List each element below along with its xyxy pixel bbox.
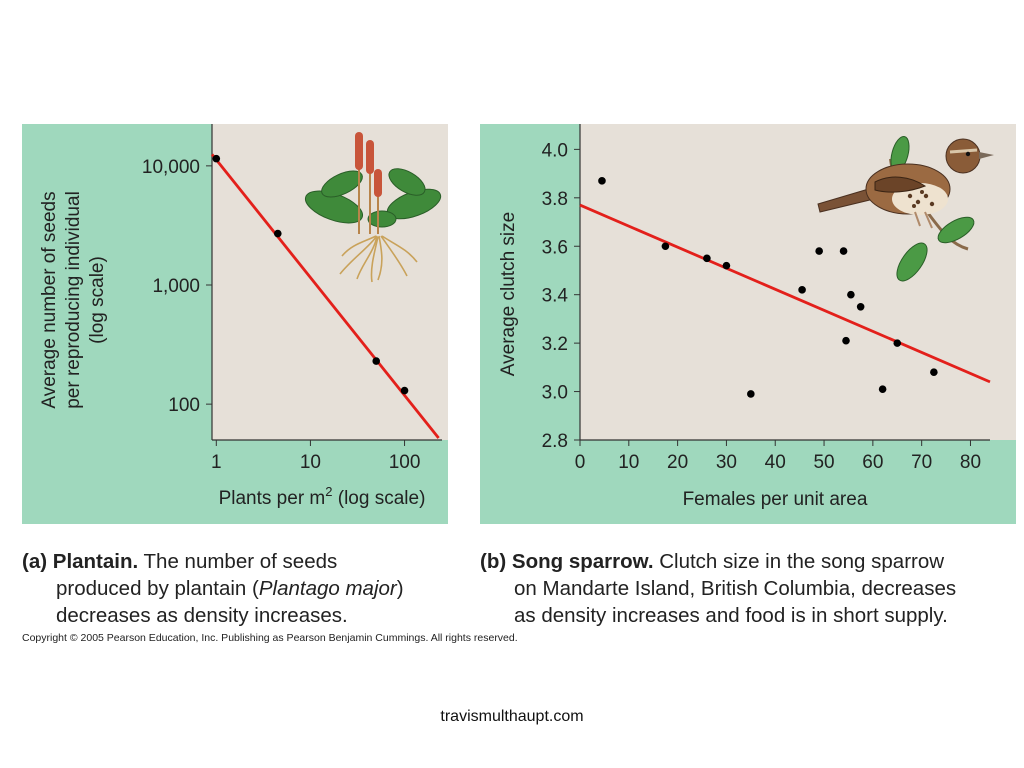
- data-point: [893, 339, 902, 347]
- caption-text: ): [396, 577, 404, 600]
- x-axis-label: Plants per m2 (log scale): [219, 484, 426, 509]
- x-axis-label: Females per unit area: [683, 489, 868, 510]
- x-tick-label: 60: [862, 452, 883, 473]
- x-tick-label: 0: [575, 452, 586, 473]
- y-axis-label: (log scale): [87, 256, 108, 344]
- data-point: [842, 336, 850, 345]
- caption-species: Plantago major: [258, 577, 397, 600]
- y-tick-label: 10,000: [142, 157, 200, 178]
- data-point: [372, 357, 381, 365]
- y-tick-label: 3.0: [542, 383, 568, 404]
- caption-text: The number of seeds: [138, 550, 338, 573]
- data-point: [722, 261, 731, 270]
- data-point: [400, 386, 409, 395]
- data-point: [930, 368, 938, 376]
- website-credit: travismulthaupt.com: [440, 708, 584, 725]
- plantain-chart: 1 10 100 100 1,000 10,000 Plants per m2 (log s…: [39, 124, 448, 509]
- plot-area: [212, 124, 448, 440]
- plantain-panel: 1 10 100 100 1,000 10,000 Plants per m2 (log s…: [22, 124, 448, 524]
- data-point: [839, 247, 848, 255]
- x-tick-label: 50: [813, 452, 834, 473]
- x-tick-label: 20: [667, 452, 688, 473]
- y-tick-label: 4.0: [542, 140, 568, 161]
- caption-text: decreases as density increases.: [56, 604, 348, 627]
- y-axis-label: per reproducing individual: [63, 191, 84, 409]
- y-tick-label: 100: [168, 395, 200, 416]
- y-axis-label: Average number of seeds: [39, 191, 60, 408]
- x-tick-label: 80: [960, 452, 981, 473]
- data-point: [798, 286, 806, 294]
- y-tick-label: 2.8: [542, 431, 568, 452]
- x-tick-label: 30: [716, 452, 737, 473]
- y-axis-label: Average clutch size: [498, 212, 519, 376]
- x-tick-label: 1: [211, 452, 222, 473]
- x-tick-label: 10: [300, 452, 321, 473]
- x-tick-label: 70: [911, 452, 932, 473]
- data-point: [273, 229, 282, 238]
- song-sparrow-panel: 0 10 20 30 40 50 60 70 80 2.8 3.0 3.2 3.4 3.6 3.8 4.0 Fe…: [480, 124, 1016, 524]
- trend-line: [579, 203, 991, 384]
- caption-tag: (a): [22, 550, 48, 573]
- y-tick-label: 3.8: [542, 189, 568, 210]
- x-tick-label: 100: [389, 452, 421, 473]
- caption-text: produced by plantain (: [56, 577, 259, 600]
- caption-text: on Mandarte Island, British Columbia, de…: [514, 577, 957, 600]
- song-sparrow-illustration: [817, 135, 994, 282]
- caption-title: Plantain.: [52, 550, 139, 573]
- data-point: [815, 247, 823, 255]
- data-point: [878, 385, 887, 393]
- caption-text: Clutch size in the song sparrow: [653, 550, 945, 573]
- x-tick-label: 40: [765, 452, 786, 473]
- data-point: [747, 390, 755, 398]
- data-point: [598, 177, 606, 185]
- y-tick-label: 3.4: [542, 286, 569, 307]
- data-point: [661, 242, 670, 251]
- data-point: [847, 290, 855, 299]
- plantain-illustration: [304, 132, 442, 283]
- caption-tag: (b): [480, 550, 507, 573]
- data-point: [212, 154, 221, 163]
- song-sparrow-chart: 0 10 20 30 40 50 60 70 80 2.8 3.0 3.2 3.4 3.6 3.8 4.0 Fe…: [498, 124, 1016, 510]
- copyright-notice: Copyright © 2005 Pearson Education, Inc.…: [22, 632, 518, 644]
- y-tick-label: 3.2: [542, 334, 568, 355]
- data-point: [703, 254, 711, 263]
- caption-title: Song sparrow.: [511, 550, 654, 573]
- plot-area: [580, 124, 1016, 440]
- plantain-caption: (a) Plantain. The number of seeds produc…: [22, 548, 462, 629]
- data-point: [856, 302, 865, 311]
- song-sparrow-caption: (b) Song sparrow. Clutch size in the son…: [480, 548, 1020, 629]
- x-tick-label: 10: [618, 452, 639, 473]
- y-tick-label: 1,000: [152, 276, 200, 297]
- y-tick-label: 3.6: [542, 237, 568, 258]
- caption-text: as density increases and food is in shor…: [514, 604, 948, 627]
